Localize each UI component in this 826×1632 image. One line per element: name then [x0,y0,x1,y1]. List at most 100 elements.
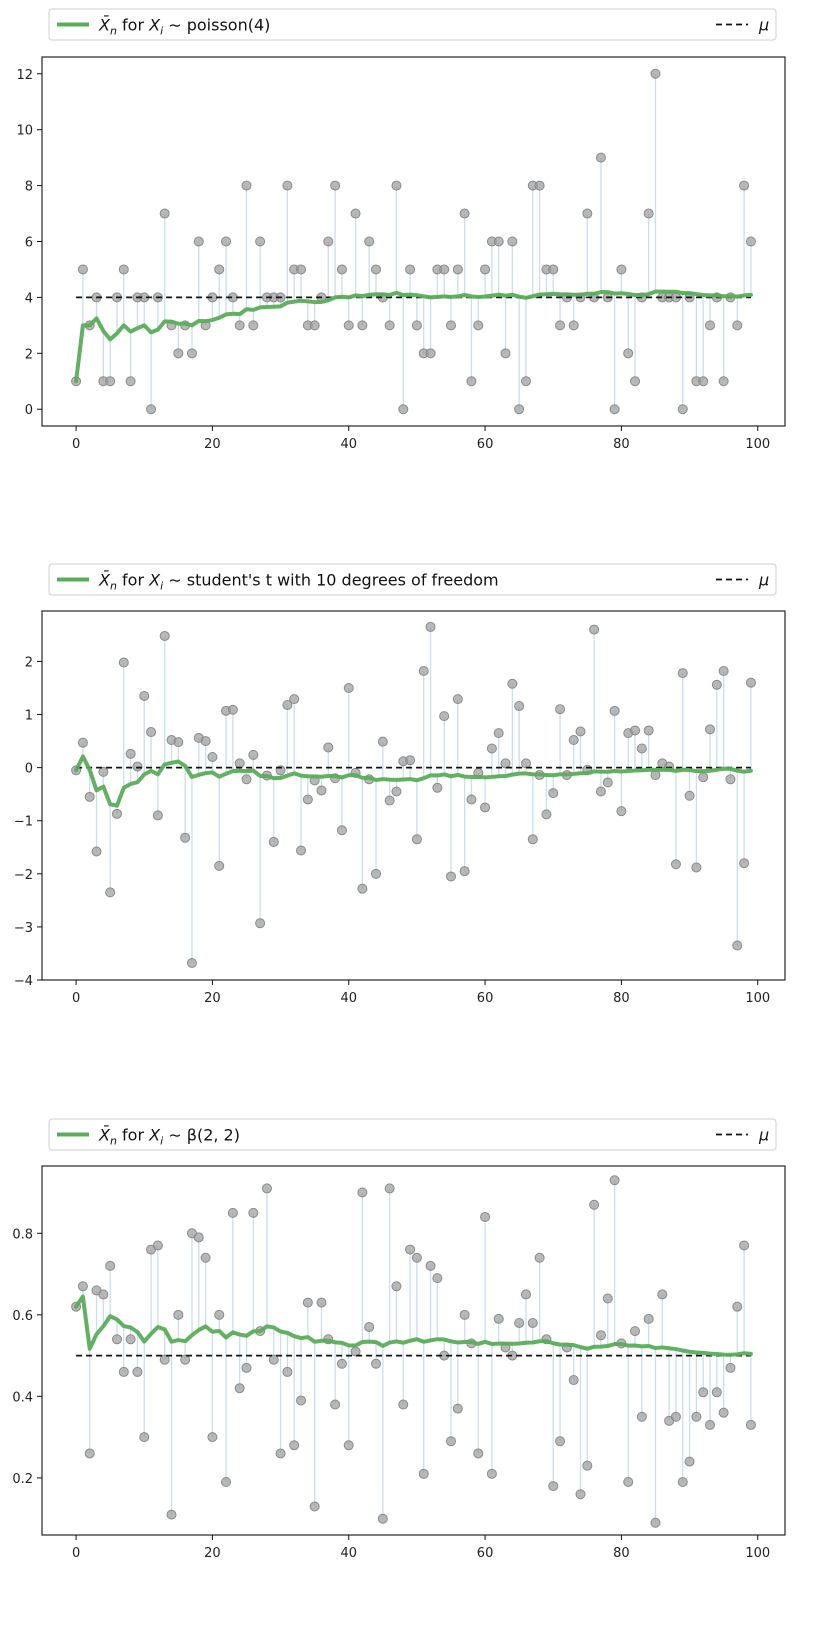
y-tick-label: 8 [25,180,33,195]
sample-point [118,1366,129,1377]
sample-point [643,208,654,219]
sample-point [248,320,259,331]
sample-point [520,376,531,387]
sample-point [343,320,354,331]
sample-point [500,758,511,769]
sample-point [180,832,191,843]
sample-point [193,236,204,247]
sample-point [459,866,470,877]
sample-point [77,264,88,275]
sample-point [670,1411,681,1422]
sample-point [514,404,525,415]
sample-point [698,376,709,387]
y-tick-label: 0 [25,403,33,418]
sample-point [77,737,88,748]
sample-point [146,404,157,415]
sample-point [732,940,743,951]
sample-point [466,376,477,387]
sample-point [514,701,525,712]
sample-points [71,1175,756,1528]
y-tick-label: 2 [25,347,33,362]
x-tick-label: 20 [204,1546,221,1561]
sample-point [670,859,681,870]
sample-point [391,1281,402,1292]
sample-point [343,1440,354,1451]
sample-point [650,68,661,79]
legend-mean-label: X̄n for Xi ∼ β(2, 2) [98,1126,240,1148]
sample-point [445,320,456,331]
sample-point [241,1362,252,1373]
sample-point [302,794,313,805]
sample-point [411,320,422,331]
sample-point [636,1411,647,1422]
sample-point [336,264,347,275]
sample-point [534,1252,545,1263]
plot-area [41,1165,786,1536]
legend-box [48,1118,777,1151]
sample-point [159,1354,170,1365]
sample-point [445,1436,456,1447]
sample-point [527,834,538,845]
sample-point [180,1354,191,1365]
sample-point [684,790,695,801]
sample-point [371,1358,382,1369]
sample-point [132,761,143,772]
sample-point [439,264,450,275]
sample-point [623,348,634,359]
sample-point [350,1346,361,1357]
running-mean-line [74,754,753,808]
sample-point [739,858,750,869]
sample-point [650,770,661,781]
sample-point [371,264,382,275]
sample-point [514,1317,525,1328]
sample-point [282,699,293,710]
y-tick-label: −2 [14,868,33,883]
sample-point [227,704,238,715]
sample-point [302,1297,313,1308]
sample-point [323,236,334,247]
sample-point [330,1399,341,1410]
sample-point [568,1375,579,1386]
sample-point [739,180,750,191]
chart-1: X̄n for Xi ∼ poisson(4) μ 0 20 40 60 80 100 0 2 4 6… [16,8,786,452]
sample-point [595,152,606,163]
sample-point [718,1407,729,1418]
running-mean-line [74,1294,753,1357]
sample-point [111,808,122,819]
y-tick-label: −4 [14,974,33,989]
sample-point [255,918,266,929]
sample-point [745,236,756,247]
sample-point [77,1281,88,1292]
sample-point [173,1309,184,1320]
sample-point [84,791,95,802]
x-tick-label: 40 [340,1546,357,1561]
sample-point [173,737,184,748]
sample-point [166,1509,177,1520]
sample-point [405,755,416,766]
sample-point [207,752,218,763]
x-tick-label: 60 [477,437,494,452]
sample-point [691,1411,702,1422]
x-tick-label: 100 [745,991,770,1006]
x-tick-label: 100 [745,1546,770,1561]
sample-point [214,1309,225,1320]
sample-point [568,735,579,746]
sample-point [357,1187,368,1198]
sample-point [630,725,641,736]
sample-point [377,1513,388,1524]
sample-point [711,1387,722,1398]
legend-box [48,8,777,41]
sample-point [725,1362,736,1373]
sample-point [425,348,436,359]
sample-point [255,236,266,247]
stems [82,73,752,410]
sample-points [71,621,756,969]
sample-point [248,1207,259,1218]
sample-point [289,1440,300,1451]
sample-point [241,180,252,191]
sample-point [111,1334,122,1345]
sample-point [200,1252,211,1263]
sample-point [105,376,116,387]
sample-point [391,786,402,797]
sample-point [589,1199,600,1210]
